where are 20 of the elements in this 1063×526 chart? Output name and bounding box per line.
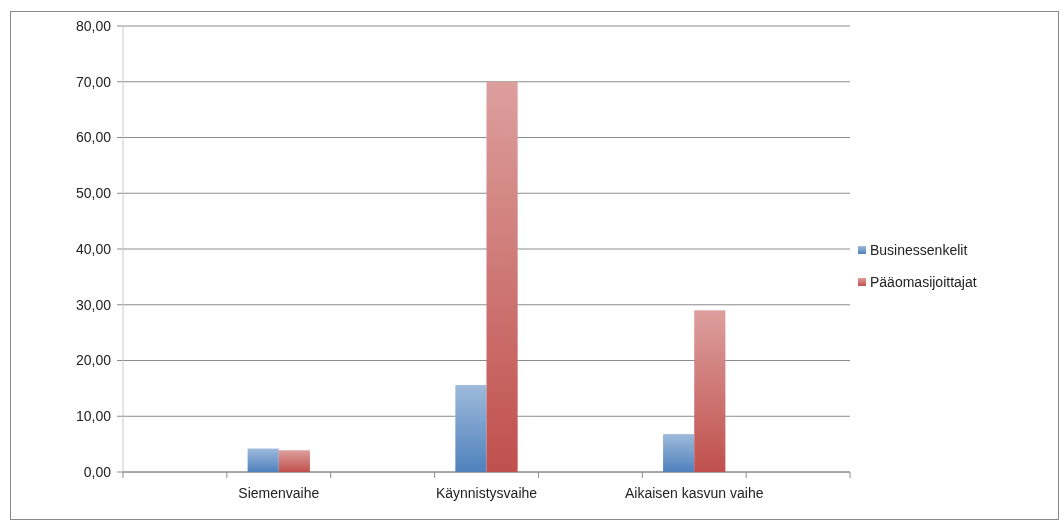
x-tick-label: Käynnistysvaihe	[435, 485, 538, 501]
y-tick-label: 40,00	[75, 240, 112, 257]
bar	[694, 310, 726, 472]
y-tick-label: 30,00	[75, 296, 112, 313]
bar	[278, 450, 310, 472]
bar	[663, 434, 695, 472]
y-tick-label: 80,00	[75, 17, 112, 34]
bar	[486, 81, 518, 472]
x-tick-label: Siemenvaihe	[238, 485, 320, 501]
y-tick-label: 0,00	[83, 463, 112, 480]
bar	[247, 448, 279, 472]
y-tick-label: 60,00	[75, 129, 112, 146]
y-tick-label: 20,00	[75, 352, 112, 369]
y-tick-label: 70,00	[75, 73, 112, 90]
y-tick-label: 10,00	[75, 408, 112, 425]
legend-label: Businessenkelit	[870, 241, 968, 258]
bar	[455, 385, 487, 472]
y-tick-label: 50,00	[75, 185, 112, 202]
x-tick-label: Aikaisen kasvun vaihe	[624, 485, 764, 501]
legend-label: Pääomasijoittajat	[870, 273, 977, 290]
